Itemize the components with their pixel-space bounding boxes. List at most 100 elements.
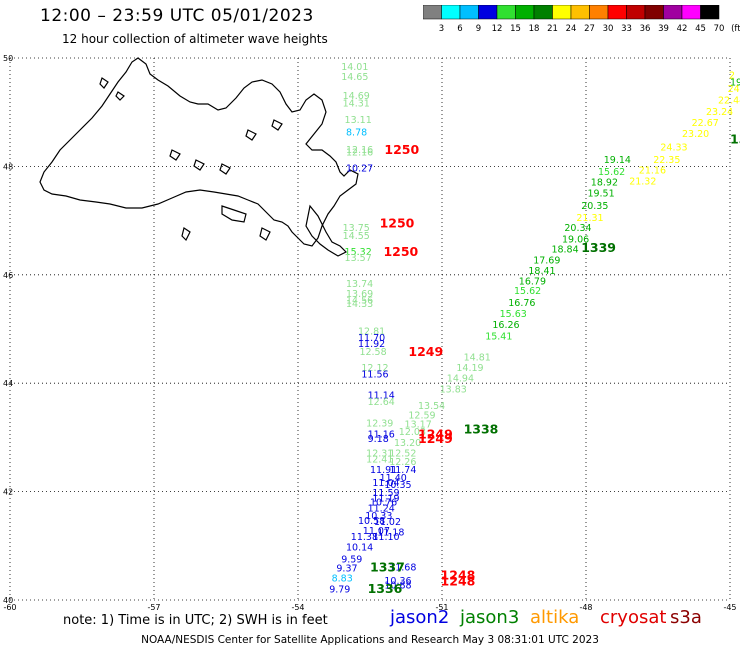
legend-swatch (607, 5, 627, 20)
lon-tick-label: -51 (435, 603, 448, 612)
legend-label: 24 (566, 24, 577, 34)
wave-height-value: 10.76 (370, 497, 397, 508)
wave-height-value: 14.31 (343, 99, 370, 110)
legend-label: 36 (640, 24, 651, 34)
pass-time-label: 1339 (581, 240, 616, 255)
wave-height-value: 21.31 (576, 213, 603, 224)
wave-height-value: 19.06 (562, 235, 589, 246)
satellite-jason2: jason2 (390, 607, 450, 628)
pass-time-label: 1248 (441, 574, 476, 589)
wave-height-value: 12.12 (361, 363, 388, 374)
wave-height-value: 12.39 (366, 418, 393, 429)
legend-swatch (644, 5, 664, 20)
lat-tick-label: 46 (3, 271, 13, 280)
wave-height-value: 14.56 (346, 295, 373, 306)
wave-height-value: 9.18 (368, 434, 389, 445)
wave-height-value: 12.64 (368, 397, 395, 408)
legend-label: 42 (677, 24, 688, 34)
wave-height-value: 10.27 (346, 164, 373, 175)
wave-height-value: 18.84 (551, 244, 578, 255)
wave-height-value: 12.16 (346, 145, 373, 156)
wave-height-value: 13.20 (394, 438, 421, 449)
wave-height-value: 9.79 (329, 585, 350, 596)
legend-label: 18 (529, 24, 540, 34)
wave-height-value: 9.59 (341, 554, 362, 565)
wave-height-value: 15.41 (485, 332, 512, 343)
wave-height-value: 11.74 (389, 465, 416, 476)
satellite-s3a: s3a (670, 607, 702, 628)
wave-height-value: 9.37 (336, 564, 357, 575)
legend-swatch (459, 5, 479, 20)
wave-height-value: 23.20 (682, 129, 709, 140)
note-text: note: 1) Time is in UTC; 2) SWH is in fe… (63, 613, 328, 628)
wave-height-value: 12.52 (389, 449, 416, 460)
lat-tick-label: 44 (3, 379, 13, 388)
wave-height-value: 12.16 (346, 147, 373, 158)
legend-label: 45 (695, 24, 706, 34)
lon-tick-label: -45 (723, 603, 736, 612)
legend-label: 33 (621, 24, 632, 34)
pass-time-label: 1250 (383, 244, 418, 259)
wave-height-value: 24.33 (660, 142, 687, 153)
legend-swatch (626, 5, 646, 20)
legend-label: 15 (510, 24, 521, 34)
wave-height-value: 10.33 (365, 511, 392, 522)
wave-height-value: 24.59 (728, 84, 740, 95)
wave-height-value: 13.83 (440, 385, 467, 396)
lat-tick-label: 42 (3, 488, 13, 497)
wave-height-value: 11.16 (368, 430, 395, 441)
lat-tick-label: 40 (3, 596, 13, 605)
wave-height-value: 22.35 (653, 155, 680, 166)
wave-height-value: 15.32 (345, 247, 372, 258)
credit-line: NOAA/NESDIS Center for Satellite Applica… (141, 634, 599, 646)
wave-height-readings: 14.0114.6514.6914.3113.118.7812.1612.161… (329, 62, 740, 595)
pass-time-label: 1337 (370, 559, 405, 574)
wave-height-value: 13.74 (346, 279, 373, 290)
pass-time-label: 1249 (418, 427, 453, 442)
legend-label: 6 (457, 24, 462, 34)
wave-height-value: 10.58 (358, 516, 385, 527)
wave-height-value: 11.14 (368, 391, 395, 402)
legend-swatch (570, 5, 590, 20)
wave-height-value: 10.36 (384, 576, 411, 587)
pass-time-label: 1249 (408, 344, 443, 359)
wave-height-value: 14.55 (343, 231, 370, 242)
wave-height-value: 19.14 (604, 155, 631, 166)
pass-time-labels: 1250125012501249124912491248124813381339… (368, 131, 740, 596)
wave-height-value: 14.94 (447, 373, 474, 384)
wave-height-value: 11.59 (372, 488, 399, 499)
wave-height-value: 13.54 (418, 401, 445, 412)
wave-height-value: 12.31 (366, 449, 393, 460)
wave-height-value: 15.62 (514, 286, 541, 297)
pass-time-label: 1250 (380, 215, 415, 230)
wave-height-value: 11.70 (358, 333, 385, 344)
wave-height-value: 20.35 (581, 201, 608, 212)
wave-height-value: 11.18 (377, 527, 404, 538)
wave-height-value: 16.76 (508, 298, 535, 309)
satellite-cryosat: cryosat (600, 607, 667, 628)
wave-height-value: 21.16 (639, 166, 666, 177)
legend-swatch (515, 5, 535, 20)
map-grid (9, 57, 731, 601)
lon-tick-label: -54 (291, 603, 304, 612)
legend-swatch (478, 5, 498, 20)
wave-height-value: 17.69 (533, 256, 560, 267)
legend-swatch (423, 5, 442, 20)
wave-height-value: 11.02 (374, 517, 401, 528)
wave-height-value: 13.11 (345, 115, 372, 126)
wave-height-value: 18.41 (528, 266, 555, 277)
legend-swatch (589, 5, 609, 20)
wave-height-value: 11.19 (372, 494, 399, 505)
wave-height-value: 11.68 (389, 562, 416, 573)
wave-height-value: 11.92 (358, 339, 385, 350)
legend-label: 12 (492, 24, 503, 34)
wave-height-value: 14.69 (343, 91, 370, 102)
wave-height-value: 16.26 (492, 320, 519, 331)
pass-time-label: 1248 (441, 568, 476, 583)
map-title: 12:00 – 23:59 UTC 05/01/2023 (40, 6, 314, 26)
legend-swatch (533, 5, 553, 20)
wave-height-value: 14.19 (456, 363, 483, 374)
legend-label: 39 (658, 24, 669, 34)
lon-tick-label: -57 (147, 603, 160, 612)
